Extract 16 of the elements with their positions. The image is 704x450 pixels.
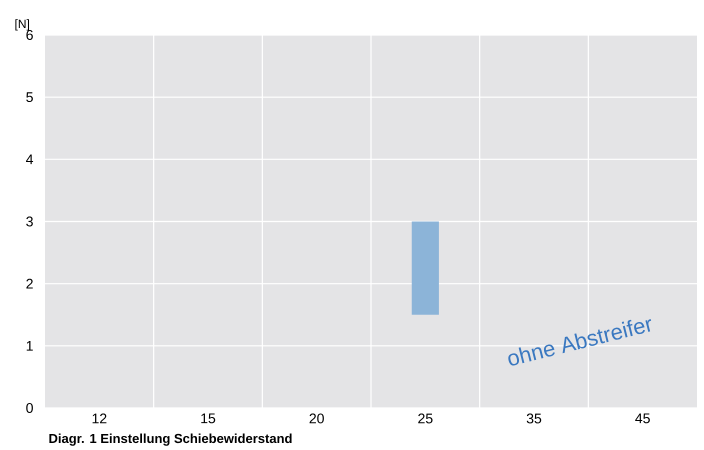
y-tick-label: 6 <box>26 30 33 40</box>
y-tick-label: 2 <box>26 278 33 289</box>
x-tick-label: 12 <box>92 414 106 424</box>
x-tick-label: 20 <box>310 414 324 424</box>
y-tick-label: 0 <box>26 403 33 413</box>
x-tick-label: 15 <box>201 414 216 424</box>
annotation: ohne Abstreifer <box>508 319 652 366</box>
y-tick-label: 1 <box>26 341 33 351</box>
x-tick-label: 25 <box>418 414 433 424</box>
x-tick-label: 45 <box>635 414 650 424</box>
y-axis-title: [N] <box>15 19 30 30</box>
y-tick-label: 4 <box>26 154 34 164</box>
y-tick-label: 3 <box>26 216 33 226</box>
y-tick-label: 5 <box>26 92 33 102</box>
x-tick-label: 35 <box>526 414 542 424</box>
text: Diagr. 1 Einstellung Schiebewiderstand <box>49 434 292 446</box>
